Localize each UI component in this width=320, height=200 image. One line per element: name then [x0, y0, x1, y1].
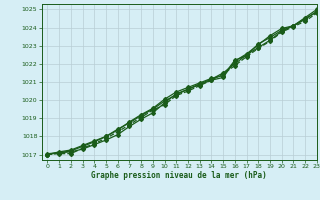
X-axis label: Graphe pression niveau de la mer (hPa): Graphe pression niveau de la mer (hPa): [91, 171, 267, 180]
